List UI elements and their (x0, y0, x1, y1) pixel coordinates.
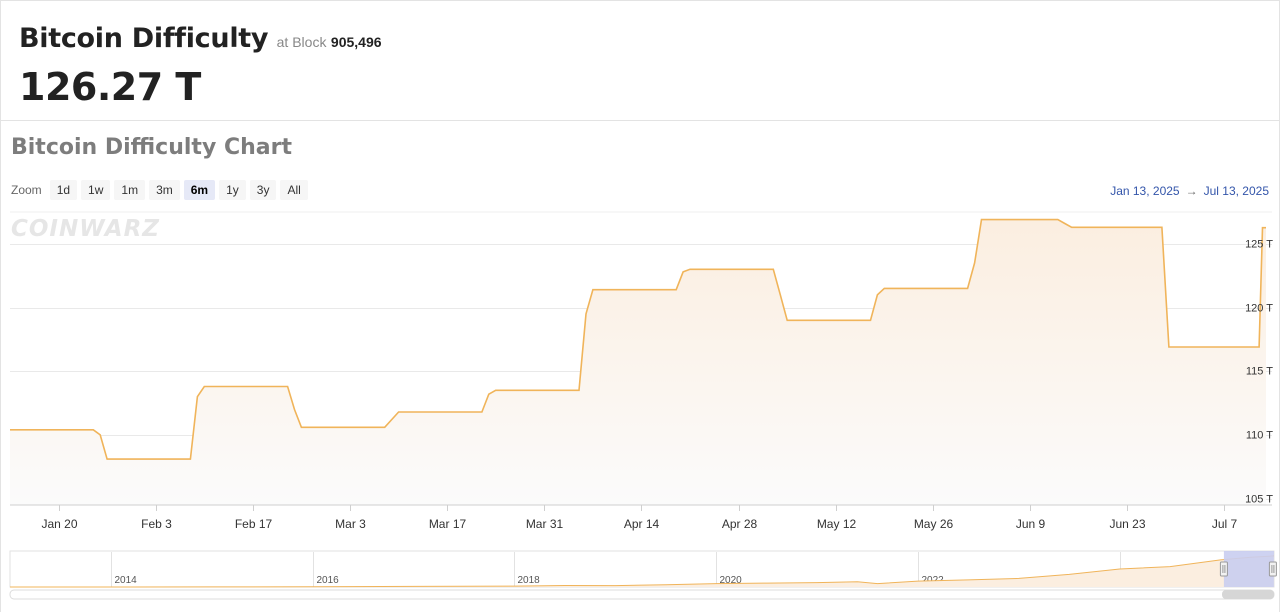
page-title: Bitcoin Difficulty (19, 23, 269, 54)
range-to-date[interactable]: Jul 13, 2025 (1203, 184, 1269, 198)
zoom-button-1m[interactable]: 1m (114, 180, 146, 200)
zoom-selector: Zoom 1d 1w 1m 3m 6m 1y 3y All (11, 180, 308, 200)
navigator-area (10, 555, 1274, 587)
navigator-selection[interactable] (1223, 551, 1274, 587)
difficulty-area-fill (10, 219, 1266, 505)
difficulty-series-line (10, 218, 1266, 460)
zoom-button-3m[interactable]: 3m (149, 180, 180, 200)
zoom-label: Zoom (11, 183, 42, 197)
navigator-year-label: 2018 (518, 575, 541, 586)
y-tick-label: 125 T (1245, 239, 1273, 251)
x-tick-label: Apr 14 (624, 517, 660, 531)
navigator-year-label: 2020 (720, 575, 743, 586)
x-tick-label: Feb 3 (141, 517, 172, 531)
y-tick-label: 120 T (1245, 303, 1273, 315)
date-range: Jan 13, 2025 → Jul 13, 2025 (1110, 184, 1269, 198)
x-tick-label: Apr 28 (722, 517, 758, 531)
x-tick-label: Mar 17 (429, 517, 467, 531)
at-block-label: at Block (276, 34, 327, 50)
handle-grip[interactable] (1268, 561, 1277, 577)
navigator-scrollbar-track[interactable] (9, 589, 1275, 600)
navigator-year-label: 2016 (317, 575, 340, 586)
y-tick-label: 115 T (1246, 366, 1273, 378)
block-number: 905,496 (330, 34, 382, 50)
y-tick-label: 110 T (1246, 430, 1273, 442)
difficulty-header-card: Bitcoin Difficulty at Block 905,496 126.… (0, 0, 1280, 121)
navigator-right-handle[interactable] (1268, 561, 1277, 577)
zoom-button-1d[interactable]: 1d (49, 180, 78, 200)
zoom-button-1w[interactable]: 1w (81, 180, 111, 200)
zoom-button-all[interactable]: All (280, 180, 308, 200)
navigator-left-handle[interactable] (1219, 561, 1228, 577)
navigator-year-label: 2014 (115, 575, 138, 586)
x-tick-label: Jun 9 (1016, 517, 1046, 531)
handle-grip[interactable] (1219, 561, 1228, 577)
x-tick-label: May 12 (817, 517, 857, 531)
x-tick-label: Mar 3 (335, 517, 366, 531)
chart-title: Bitcoin Difficulty Chart (11, 135, 292, 160)
current-difficulty-value: 126.27 T (19, 65, 201, 109)
zoom-button-1y[interactable]: 1y (219, 180, 246, 200)
x-tick-label: Jan 20 (41, 517, 77, 531)
x-tick-label: Mar 31 (526, 517, 564, 531)
coinwarz-watermark: COINWARZ (11, 216, 160, 242)
range-navigator[interactable]: 201420162018202020222024 (9, 550, 1277, 600)
x-tick-label: Feb 17 (235, 517, 273, 531)
y-tick-label: 105 T (1245, 494, 1273, 506)
y-axis-labels: 105 T 110 T 115 T 120 T 125 T (1245, 239, 1273, 506)
navigator-line (10, 555, 1275, 588)
x-tick-label: Jul 7 (1212, 517, 1238, 531)
x-axis-ticks: Jan 20 Feb 3 Feb 17 Mar 3 Mar 17 Mar 31 Apr 14… (41, 505, 1237, 531)
range-arrow-icon: → (1185, 184, 1198, 198)
zoom-button-3y[interactable]: 3y (249, 180, 277, 200)
range-from-date[interactable]: Jan 13, 2025 (1110, 184, 1180, 198)
title-row: Bitcoin Difficulty at Block 905,496 (19, 23, 382, 54)
zoom-button-6m[interactable]: 6m (183, 180, 216, 200)
navigator-scrollbar-thumb[interactable] (1222, 590, 1274, 599)
x-tick-label: May 26 (914, 517, 954, 531)
x-tick-label: Jun 23 (1109, 517, 1145, 531)
